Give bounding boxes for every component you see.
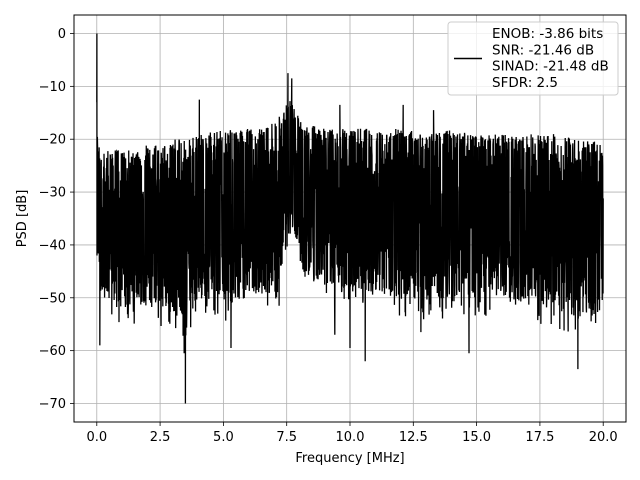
legend-snr: SNR: -21.46 dB xyxy=(492,42,594,58)
legend: ENOB: -3.86 bits SNR: -21.46 dB SINAD: -… xyxy=(447,21,619,96)
x-axis-label: Frequency [MHz] xyxy=(295,451,404,466)
y-tick-label: 0 xyxy=(58,27,66,42)
y-tick-label: −20 xyxy=(39,133,66,148)
y-tick-label: −70 xyxy=(39,397,66,412)
legend-sfdr: SFDR: 2.5 xyxy=(492,75,558,91)
y-tick-label: −10 xyxy=(39,80,66,95)
legend-sinad: SINAD: -21.48 dB xyxy=(492,59,609,75)
y-tick-label: −40 xyxy=(39,238,66,253)
psd-line xyxy=(96,33,604,404)
x-tick-label: 20.0 xyxy=(589,430,618,445)
legend-enob: ENOB: -3.86 bits xyxy=(492,26,603,42)
x-tick-label: 2.5 xyxy=(150,430,171,445)
x-tick-label: 10.0 xyxy=(336,430,365,445)
x-tick-label: 17.5 xyxy=(525,430,554,445)
y-tick-label: −50 xyxy=(39,291,66,306)
x-tick-label: 0.0 xyxy=(86,430,107,445)
legend-box xyxy=(447,21,619,96)
ticks-layer: 0.0 2.5 5.0 7.5 10.0 12.5 15.0 17.5 20.0 0 −10 −20 −… xyxy=(39,27,618,445)
x-tick-label: 7.5 xyxy=(276,430,297,445)
x-tick-label: 12.5 xyxy=(399,430,428,445)
y-tick-label: −30 xyxy=(39,186,66,201)
psd-series xyxy=(96,33,604,404)
y-axis-label: PSD [dB] xyxy=(15,190,30,248)
y-tick-label: −60 xyxy=(39,344,66,359)
x-tick-label: 15.0 xyxy=(462,430,491,445)
x-tick-label: 5.0 xyxy=(213,430,234,445)
